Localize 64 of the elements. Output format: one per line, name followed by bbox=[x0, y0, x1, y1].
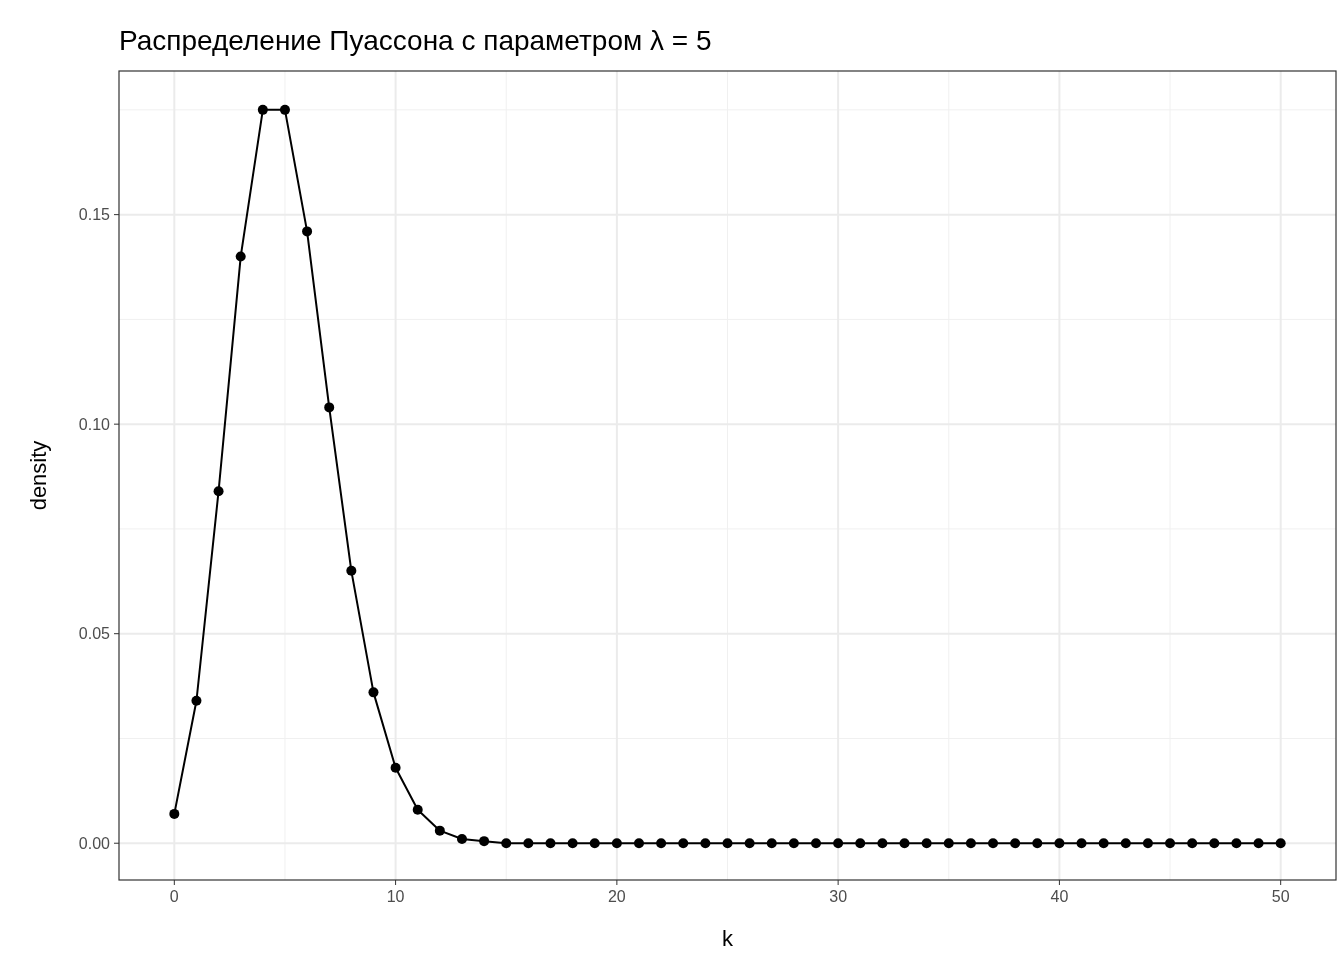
point bbox=[346, 565, 357, 576]
point bbox=[1275, 838, 1286, 849]
y-tick-label: 0.10 bbox=[78, 415, 111, 433]
point bbox=[412, 804, 423, 815]
point bbox=[611, 838, 622, 849]
chart-title: Распределение Пуассона с параметром λ = 5 bbox=[119, 25, 712, 56]
point bbox=[766, 838, 777, 849]
point bbox=[1209, 838, 1220, 849]
point bbox=[811, 838, 822, 849]
point bbox=[1253, 838, 1264, 849]
point bbox=[656, 838, 667, 849]
point bbox=[633, 838, 644, 849]
point bbox=[589, 838, 600, 849]
y-tick-label: 0.00 bbox=[78, 834, 111, 852]
x-tick-label: 50 bbox=[1271, 888, 1290, 905]
point bbox=[257, 104, 268, 115]
point bbox=[833, 838, 844, 849]
point bbox=[788, 838, 799, 849]
x-tick-label: 30 bbox=[829, 888, 848, 905]
point bbox=[390, 762, 401, 773]
point bbox=[191, 695, 202, 706]
point bbox=[921, 838, 932, 849]
point bbox=[456, 834, 467, 845]
y-tick-label: 0.15 bbox=[78, 206, 111, 224]
point bbox=[678, 838, 689, 849]
point bbox=[523, 838, 534, 849]
point bbox=[169, 808, 180, 819]
point bbox=[479, 836, 490, 847]
x-tick-label: 0 bbox=[169, 888, 179, 905]
point bbox=[899, 838, 910, 849]
point bbox=[1142, 838, 1153, 849]
point bbox=[1032, 838, 1043, 849]
x-axis-title: k bbox=[722, 926, 734, 951]
point bbox=[1165, 838, 1176, 849]
point bbox=[279, 104, 290, 115]
point bbox=[324, 402, 335, 413]
point bbox=[965, 838, 976, 849]
y-tick-label: 0.05 bbox=[78, 625, 111, 643]
x-tick-label: 10 bbox=[386, 888, 405, 905]
point bbox=[1010, 838, 1021, 849]
point bbox=[567, 838, 578, 849]
y-axis-title: density bbox=[26, 440, 51, 511]
point bbox=[1076, 838, 1087, 849]
point bbox=[988, 838, 999, 849]
point bbox=[700, 838, 711, 849]
point bbox=[877, 838, 888, 849]
point bbox=[368, 687, 379, 698]
point bbox=[722, 838, 733, 849]
point bbox=[744, 838, 755, 849]
point bbox=[501, 838, 512, 849]
point bbox=[1120, 838, 1131, 849]
point bbox=[302, 226, 313, 237]
point bbox=[855, 838, 866, 849]
point bbox=[213, 486, 224, 497]
point bbox=[1231, 838, 1242, 849]
point bbox=[1098, 838, 1109, 849]
point bbox=[1187, 838, 1198, 849]
point bbox=[943, 838, 954, 849]
x-tick-label: 40 bbox=[1050, 888, 1069, 905]
point bbox=[235, 251, 246, 262]
x-tick-label: 20 bbox=[607, 888, 626, 905]
point bbox=[1054, 838, 1065, 849]
point bbox=[545, 838, 556, 849]
point bbox=[434, 825, 445, 836]
